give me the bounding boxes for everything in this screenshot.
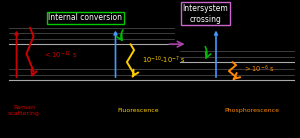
Text: Internal conversion: Internal conversion — [49, 13, 122, 22]
Text: Raman
scattering: Raman scattering — [8, 105, 40, 116]
Text: 10$^{-10}$-10$^{-7}$ s: 10$^{-10}$-10$^{-7}$ s — [142, 55, 186, 66]
Text: Fluorescence: Fluorescence — [117, 108, 159, 113]
Text: > 10$^{-6}$ s: > 10$^{-6}$ s — [244, 63, 275, 75]
Text: Intersystem
crossing: Intersystem crossing — [183, 4, 228, 23]
Text: Phosphorescence: Phosphorescence — [224, 108, 280, 113]
Text: < 10$^{-12}$ s: < 10$^{-12}$ s — [44, 50, 77, 61]
